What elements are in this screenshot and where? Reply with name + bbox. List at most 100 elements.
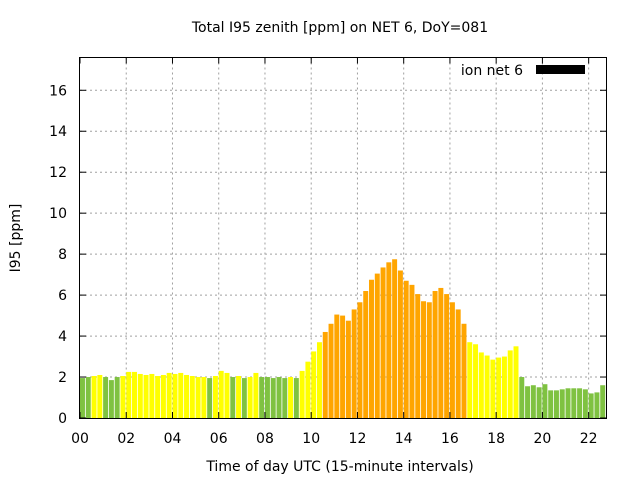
bar: [85, 377, 91, 418]
bar: [184, 374, 190, 418]
bar: [276, 377, 282, 418]
x-tick-label: 00: [71, 431, 89, 447]
bar: [357, 302, 363, 418]
bar: [600, 385, 606, 418]
bar: [230, 377, 236, 418]
bar: [553, 390, 559, 418]
x-tick-label: 22: [580, 431, 598, 447]
bar: [132, 371, 137, 418]
bars: [80, 259, 606, 418]
y-tick-label: 10: [49, 206, 67, 222]
bar: [189, 376, 195, 418]
chart-title: Total I95 zenith [ppm] on NET 6, DoY=081: [191, 20, 488, 36]
bar: [455, 309, 461, 418]
x-tick-label: 10: [302, 431, 320, 447]
grid: [80, 57, 606, 418]
bar: [126, 371, 132, 418]
bar: [513, 346, 519, 418]
bar: [536, 387, 542, 418]
bar: [484, 355, 490, 418]
bar: [438, 287, 444, 418]
bar: [577, 388, 583, 418]
x-tick-label: 02: [117, 431, 135, 447]
legend-label: ion net 6: [461, 63, 523, 79]
bar: [380, 267, 386, 418]
bar: [351, 309, 357, 418]
bar: [218, 370, 224, 418]
y-tick-label: 6: [58, 288, 67, 304]
y-tick-label: 0: [58, 411, 67, 427]
bar: [103, 377, 109, 418]
bar: [334, 314, 340, 418]
bar: [270, 378, 276, 418]
bar: [207, 378, 213, 418]
bar: [137, 373, 143, 418]
bar: [172, 373, 178, 418]
bar: [293, 378, 299, 418]
bar: [444, 294, 450, 418]
bar: [253, 372, 259, 418]
bar: [478, 352, 484, 418]
x-axis-label: Time of day UTC (15-minute intervals): [205, 459, 473, 475]
bar: [212, 376, 218, 418]
y-tick-label: 4: [58, 329, 67, 345]
bar: [282, 378, 288, 418]
bar: [542, 384, 548, 418]
y-tick-label: 14: [49, 124, 67, 140]
bar: [548, 390, 554, 418]
x-tick-label: 18: [487, 431, 505, 447]
bar: [559, 389, 565, 418]
x-tick-label: 06: [210, 431, 228, 447]
y-tick-label: 16: [49, 83, 67, 99]
bar: [403, 280, 409, 418]
bar: [160, 374, 166, 418]
bar: [178, 372, 184, 418]
bar: [108, 380, 114, 418]
y-tick-label: 12: [49, 165, 67, 181]
bar: [247, 377, 253, 418]
bar: [363, 291, 369, 418]
bar: [397, 270, 403, 418]
bar: [449, 302, 455, 418]
x-tick-label: 16: [441, 431, 459, 447]
y-axis-label: I95 [ppm]: [8, 204, 24, 273]
bar: [594, 392, 600, 418]
x-tick-label: 04: [164, 431, 182, 447]
bar: [374, 273, 380, 418]
bar: [490, 359, 496, 418]
bar: [525, 386, 531, 418]
bar: [507, 350, 513, 418]
bar: [582, 389, 588, 418]
x-tick-label: 12: [349, 431, 367, 447]
bar: [519, 377, 525, 418]
bar: [201, 377, 207, 418]
x-tick-label: 08: [256, 431, 274, 447]
legend-swatch: [536, 65, 585, 74]
bar: [114, 377, 120, 418]
bar: [311, 351, 317, 418]
bar: [501, 356, 507, 418]
bar: [369, 279, 374, 418]
bar: [421, 301, 427, 418]
bar: [236, 376, 242, 418]
bar: [345, 320, 351, 418]
bar: [91, 376, 97, 418]
bar: [322, 331, 328, 418]
bar: [316, 342, 322, 418]
bar: [288, 377, 294, 418]
bar: [415, 294, 421, 418]
y-tick-label: 2: [58, 370, 67, 386]
bar: [392, 259, 398, 418]
bar: [224, 372, 230, 418]
bar: [461, 323, 467, 418]
bar: [299, 370, 305, 418]
bar: [241, 378, 247, 418]
bar: [409, 284, 415, 418]
y-tick-label: 8: [58, 247, 67, 263]
bar: [264, 377, 270, 418]
bar: [340, 315, 346, 418]
bar: [426, 302, 432, 418]
bar: [143, 374, 149, 418]
bar: [259, 377, 265, 418]
